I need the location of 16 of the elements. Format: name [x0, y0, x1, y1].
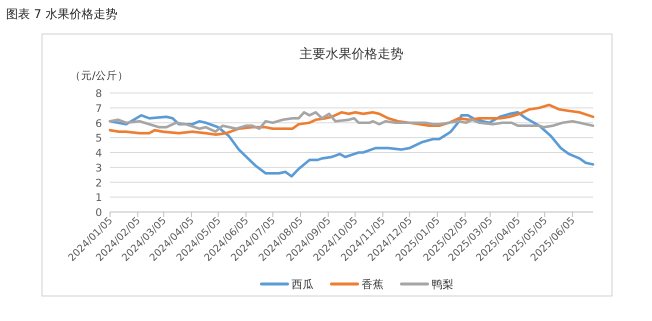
y-tick-label: 5 [95, 132, 102, 145]
y-tick-label: 3 [95, 162, 102, 174]
legend-label: 香蕉 [362, 278, 384, 291]
y-axis-title: （元/公斤） [70, 69, 129, 82]
y-tick-label: 8 [95, 88, 102, 100]
legend-label: 西瓜 [292, 278, 314, 291]
y-tick-label: 7 [95, 102, 102, 115]
legend-label: 鸭梨 [432, 278, 454, 291]
y-tick-label: 0 [95, 207, 102, 219]
y-tick-label: 6 [95, 118, 102, 130]
y-tick-label: 1 [95, 192, 102, 204]
y-tick-label: 2 [95, 177, 102, 190]
y-tick-label: 4 [95, 148, 102, 160]
chart-title: 主要水果价格走势 [300, 46, 404, 62]
line-series [108, 111, 594, 133]
text: 图表 7 水果价格走势 [6, 7, 118, 21]
